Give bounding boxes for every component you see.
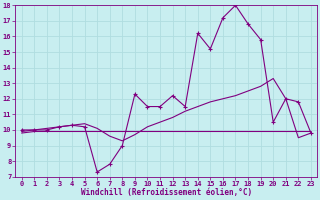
X-axis label: Windchill (Refroidissement éolien,°C): Windchill (Refroidissement éolien,°C) bbox=[81, 188, 252, 197]
